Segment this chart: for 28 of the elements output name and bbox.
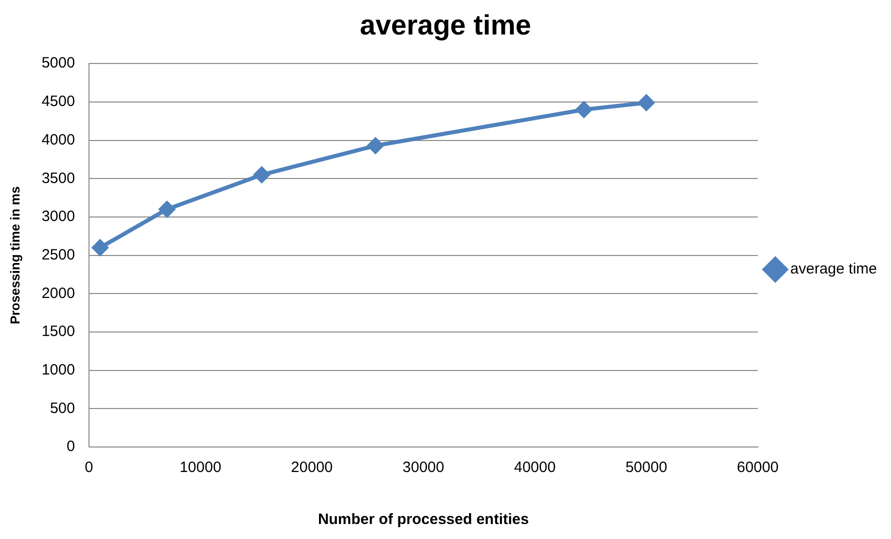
- x-tick-label: 60000: [736, 459, 779, 476]
- chart-title: average time: [360, 10, 532, 41]
- y-tick-label: 4000: [42, 131, 75, 148]
- y-tick-label: 3500: [42, 170, 75, 187]
- y-tick-label: 1000: [42, 361, 75, 378]
- point: [638, 94, 654, 111]
- y-tick-label: 4500: [42, 93, 75, 110]
- x-tick-label: 30000: [402, 459, 444, 476]
- point: [576, 102, 592, 118]
- y-tick-label: 2500: [42, 246, 75, 264]
- x-tick-label: 10000: [180, 459, 222, 476]
- y-axis-title: Prosessing time in ms: [7, 186, 22, 324]
- point: [159, 201, 175, 218]
- point: [92, 240, 108, 256]
- x-tick-label: 0: [84, 459, 94, 476]
- y-tick-label: 5000: [42, 54, 75, 72]
- y-tick-label: 0: [66, 438, 75, 456]
- legend-label: average time: [790, 260, 878, 278]
- x-tick-label: 20000: [291, 459, 333, 476]
- x-tick-label: 50000: [625, 459, 668, 476]
- point: [367, 138, 384, 154]
- y-tick-label: 500: [50, 400, 75, 417]
- y-tick-label: 3000: [42, 208, 75, 226]
- y-tick-label: 1500: [42, 323, 75, 340]
- point: [254, 166, 270, 183]
- x-axis-title: Number of processed entities: [318, 511, 529, 528]
- y-tick-label: 2000: [42, 284, 75, 302]
- x-tick-label: 40000: [514, 459, 556, 476]
